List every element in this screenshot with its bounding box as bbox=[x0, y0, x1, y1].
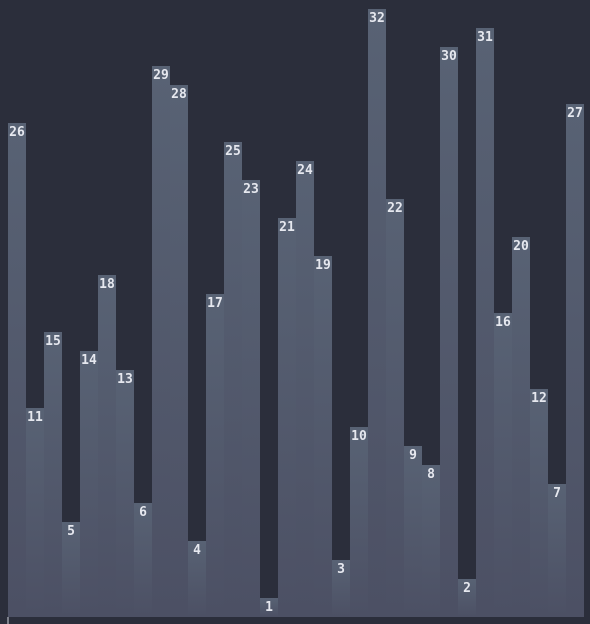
bar bbox=[188, 541, 206, 617]
bar bbox=[260, 598, 278, 617]
bar bbox=[134, 503, 152, 617]
bar-value-label: 3 bbox=[337, 562, 345, 577]
bar bbox=[440, 47, 458, 617]
bar-value-label: 16 bbox=[495, 315, 511, 330]
bar bbox=[296, 161, 314, 617]
bar-value-label: 2 bbox=[463, 581, 471, 596]
bar bbox=[224, 142, 242, 617]
bar bbox=[386, 199, 404, 617]
bar bbox=[26, 408, 44, 617]
bar bbox=[404, 446, 422, 617]
bar-value-label: 24 bbox=[297, 163, 313, 178]
labels-layer: 2611155141813629284172523121241931032229… bbox=[9, 11, 583, 615]
bar-value-label: 7 bbox=[553, 486, 561, 501]
bar bbox=[494, 313, 512, 617]
bar-value-label: 5 bbox=[67, 524, 75, 539]
bar-value-label: 4 bbox=[193, 543, 201, 558]
bar bbox=[278, 218, 296, 617]
bar bbox=[80, 351, 98, 617]
bar bbox=[458, 579, 476, 617]
bar-value-label: 32 bbox=[369, 11, 385, 26]
bar-value-label: 22 bbox=[387, 201, 403, 216]
bar-value-label: 25 bbox=[225, 144, 241, 159]
bar-value-label: 28 bbox=[171, 87, 187, 102]
bar-value-label: 8 bbox=[427, 467, 435, 482]
bar-value-label: 11 bbox=[27, 410, 43, 425]
bar-value-label: 20 bbox=[513, 239, 529, 254]
bar-value-label: 10 bbox=[351, 429, 367, 444]
bar bbox=[566, 104, 584, 617]
bar bbox=[314, 256, 332, 617]
bar-value-label: 6 bbox=[139, 505, 147, 520]
bar-value-label: 14 bbox=[81, 353, 97, 368]
bar bbox=[476, 28, 494, 617]
bar bbox=[152, 66, 170, 617]
bar-value-label: 21 bbox=[279, 220, 295, 235]
bar-value-label: 27 bbox=[567, 106, 583, 121]
bar-value-label: 12 bbox=[531, 391, 547, 406]
bar bbox=[530, 389, 548, 617]
bar-value-label: 30 bbox=[441, 49, 457, 64]
bar bbox=[62, 522, 80, 617]
bar-value-label: 23 bbox=[243, 182, 259, 197]
bar bbox=[44, 332, 62, 617]
bar-value-label: 13 bbox=[117, 372, 133, 387]
bar bbox=[170, 85, 188, 617]
bar-value-label: 9 bbox=[409, 448, 417, 463]
bar bbox=[116, 370, 134, 617]
bar-value-label: 31 bbox=[477, 30, 493, 45]
bar bbox=[206, 294, 224, 617]
bar-value-label: 29 bbox=[153, 68, 169, 83]
bar bbox=[332, 560, 350, 617]
bar-value-label: 18 bbox=[99, 277, 115, 292]
bar bbox=[548, 484, 566, 617]
bar-value-label: 19 bbox=[315, 258, 331, 273]
bar-value-label: 1 bbox=[265, 600, 273, 615]
bar-value-label: 15 bbox=[45, 334, 61, 349]
bar bbox=[8, 123, 26, 617]
bar bbox=[350, 427, 368, 617]
bars-layer bbox=[8, 9, 584, 617]
bar bbox=[98, 275, 116, 617]
bar bbox=[368, 9, 386, 617]
bar-value-label: 26 bbox=[9, 125, 25, 140]
bar bbox=[512, 237, 530, 617]
bar-value-label: 17 bbox=[207, 296, 223, 311]
bar bbox=[242, 180, 260, 617]
bar bbox=[422, 465, 440, 617]
